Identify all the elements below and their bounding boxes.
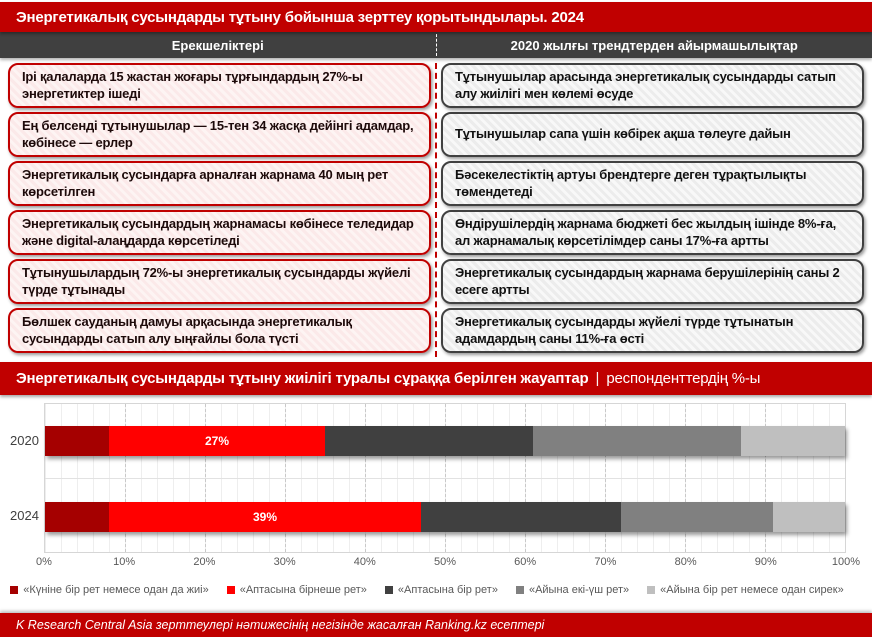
chart-title-separator: |: [595, 370, 599, 387]
feature-box-1: Ірі қалаларда 15 жастан жоғары тұрғындар…: [8, 63, 431, 108]
bar-segment: [621, 502, 773, 532]
bar-segment: [741, 426, 845, 456]
legend-label: «Айына екі-үш рет»: [529, 584, 629, 596]
column-headers: Ерекшеліктері 2020 жылғы трендтерден айы…: [0, 32, 872, 58]
bar-segment: [773, 502, 845, 532]
source-footer: K Research Central Asia зерттеулері нәти…: [0, 613, 872, 637]
y-label-2020: 2020: [8, 403, 44, 478]
trend-box-6: Энергетикалық сусындарды жүйелі түрде тұ…: [441, 308, 864, 353]
legend-label: «Аптасына бір рет»: [398, 584, 498, 596]
x-tick-label: 50%: [434, 556, 456, 568]
feature-box-2: Ең белсенді тұтынушылар — 15-тен 34 жасқ…: [8, 112, 431, 157]
features-column: Ірі қалаларда 15 жастан жоғары тұрғындар…: [8, 63, 431, 357]
trend-box-1: Тұтынушылар арасында энергетикалық сусын…: [441, 63, 864, 108]
chart-subtitle: респонденттердің %-ы: [606, 370, 760, 387]
x-tick-label: 70%: [594, 556, 616, 568]
legend-label: «Айына бір рет немесе одан сирек»: [660, 584, 844, 596]
legend-swatch-icon: [227, 586, 235, 594]
x-tick-label: 30%: [274, 556, 296, 568]
legend-item: «Айына екі-үш рет»: [516, 584, 629, 596]
feature-box-3: Энергетикалық сусындарға арналған жарнам…: [8, 161, 431, 206]
chart-title: Энергетикалық сусындарды тұтыну жиілігі …: [16, 370, 588, 387]
legend-label: «Күніне бір рет немесе одан да жиі»: [23, 584, 208, 596]
chart-title-bar: Энергетикалық сусындарды тұтыну жиілігі …: [0, 362, 872, 395]
legend-label: «Аптасына бірнеше рет»: [240, 584, 367, 596]
stacked-bar-2024: 39%: [45, 502, 845, 532]
legend-swatch-icon: [647, 586, 655, 594]
bar-segment: 27%: [109, 426, 325, 456]
feature-box-4: Энергетикалық сусындардың жарнамасы көбі…: [8, 210, 431, 255]
bar-segment: [325, 426, 533, 456]
x-tick-label: 20%: [193, 556, 215, 568]
trend-box-3: Бәсекелестіктің артуы брендтерге деген т…: [441, 161, 864, 206]
right-column-header: 2020 жылғы трендтерден айырмашылықтар: [437, 32, 872, 58]
legend-item: «Аптасына бір рет»: [385, 584, 498, 596]
findings-grid: Ірі қалаларда 15 жастан жоғары тұрғындар…: [0, 58, 872, 359]
legend-item: «Аптасына бірнеше рет»: [227, 584, 367, 596]
legend-swatch-icon: [10, 586, 18, 594]
legend-swatch-icon: [385, 586, 393, 594]
page-title: Энергетикалық сусындарды тұтыну бойынша …: [0, 2, 872, 32]
x-tick-label: 60%: [514, 556, 536, 568]
legend-item: «Айына бір рет немесе одан сирек»: [647, 584, 844, 596]
x-tick-label: 40%: [354, 556, 376, 568]
bar-band-2024: 39%: [45, 479, 845, 554]
trend-box-4: Өндірушілердің жарнама бюджеті бес жылды…: [441, 210, 864, 255]
bar-segment: [45, 502, 109, 532]
column-dashed-divider: [435, 63, 437, 357]
x-tick-label: 80%: [675, 556, 697, 568]
feature-box-6: Бөлшек сауданың дамуы арқасында энергети…: [8, 308, 431, 353]
chart-legend: «Күніне бір рет немесе одан да жиі» «Апта…: [8, 584, 846, 596]
legend-swatch-icon: [516, 586, 524, 594]
left-column-header: Ерекшеліктері: [0, 32, 436, 58]
trends-column: Тұтынушылар арасында энергетикалық сусын…: [441, 63, 864, 357]
stacked-bar-2020: 27%: [45, 426, 845, 456]
bar-segment: [421, 502, 621, 532]
x-tick-label: 0%: [36, 556, 52, 568]
bar-band-2020: 27%: [45, 404, 845, 479]
feature-box-5: Тұтынушылардың 72%-ы энергетикалық сусын…: [8, 259, 431, 304]
bar-segment: [45, 426, 109, 456]
trend-box-5: Энергетикалық сусындардың жарнама беруші…: [441, 259, 864, 304]
x-tick-label: 100%: [832, 556, 860, 568]
x-axis-ticks: 0%10%20%30%40%50%60%70%80%90%100%: [44, 553, 846, 571]
trend-box-2: Тұтынушылар сапа үшін көбірек ақша төлеу…: [441, 112, 864, 157]
x-tick-label: 90%: [755, 556, 777, 568]
y-label-2024: 2024: [8, 478, 44, 553]
legend-item: «Күніне бір рет немесе одан да жиі»: [10, 584, 208, 596]
plot-area: 27% 39%: [44, 403, 846, 553]
x-axis: 0%10%20%30%40%50%60%70%80%90%100%: [8, 553, 846, 571]
bar-segment: [533, 426, 741, 456]
bar-segment: 39%: [109, 502, 421, 532]
x-tick-label: 10%: [113, 556, 135, 568]
